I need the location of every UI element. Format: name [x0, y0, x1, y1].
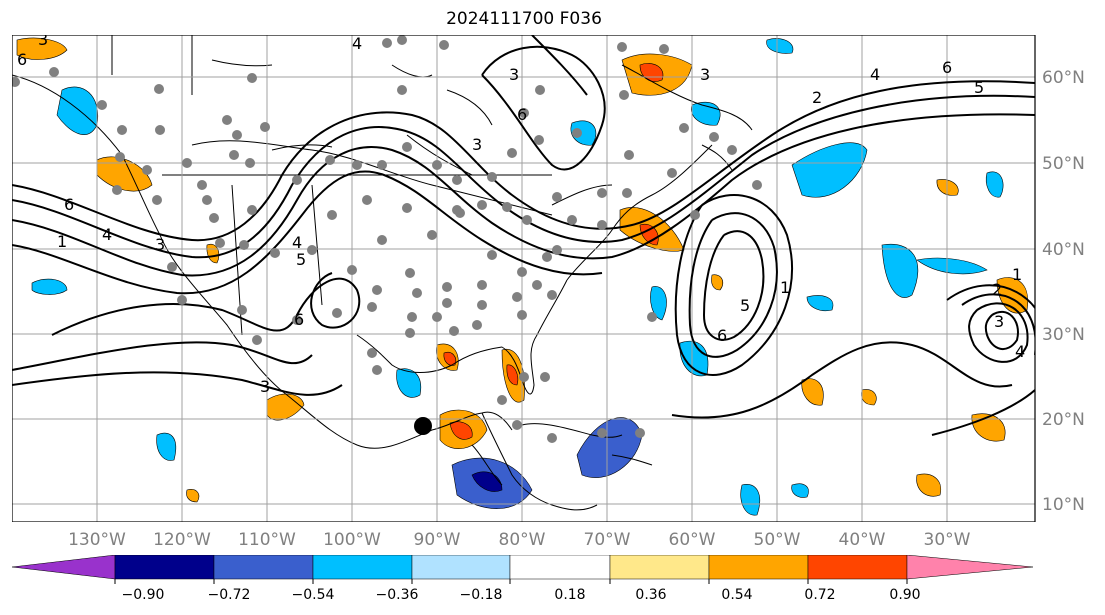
colorbar-tick-label: 0.54 [721, 587, 752, 603]
colorbar-tick-label: 0.18 [554, 587, 585, 603]
contour-label: 6 [942, 58, 952, 77]
coastlines [12, 35, 753, 511]
lon-label: 70°W [584, 530, 631, 550]
contour-label: 1 [1012, 265, 1022, 284]
contour-label: 1 [780, 278, 790, 297]
colorbar-tick-label: 0.72 [804, 587, 835, 603]
contour-label: 3 [994, 312, 1004, 331]
contour-label: 3 [155, 235, 165, 254]
contour-label: 3 [700, 65, 710, 84]
lon-label: 120°W [153, 530, 211, 550]
contour-label: 4 [352, 35, 362, 53]
colorbar-tick-label: −0.54 [292, 587, 335, 603]
colorbar-ticks [114, 579, 908, 584]
contour-label: 2 [992, 280, 1002, 299]
contour-label: 5 [296, 250, 306, 269]
contour-label: 5 [740, 296, 750, 315]
lon-label: 60°W [669, 530, 716, 550]
negative-anomaly-fills [31, 38, 1004, 516]
observation-dots [12, 35, 762, 443]
contour-label: 6 [294, 310, 304, 329]
lon-label: 100°W [323, 530, 381, 550]
contour-label: 1 [57, 232, 67, 251]
contour-label: 3 [472, 135, 482, 154]
colorbar-segment [411, 555, 511, 580]
colorbar-segment [213, 555, 314, 580]
colorbar-segment [609, 555, 710, 580]
colorbar: −0.90 −0.72 −0.54 −0.36 −0.18 0.18 0.36 … [11, 555, 1034, 603]
latitude-labels: 60°N 50°N 40°N 30°N 20°N 10°N [1042, 68, 1085, 515]
contour-label: 6 [717, 326, 727, 345]
lon-label: 40°W [839, 530, 886, 550]
lat-label: 50°N [1042, 154, 1085, 174]
lat-lon-grid [12, 35, 1035, 522]
colorbar-tick-label: −0.18 [460, 587, 503, 603]
colorbar-segment [509, 555, 611, 580]
colorbar-tick-labels: −0.90 −0.72 −0.54 −0.36 −0.18 0.18 0.36 … [122, 587, 921, 603]
contour-label: 3 [509, 65, 519, 84]
colorbar-segment [906, 555, 1034, 580]
lon-label: 30°W [924, 530, 971, 550]
positive-anomaly-fills [16, 37, 1029, 503]
lat-label: 40°N [1042, 240, 1085, 260]
contour-label: 5 [974, 78, 984, 97]
lat-label: 20°N [1042, 410, 1085, 430]
weather-map: 6 4 3 1 6 4 2 5 3 6 4 1 3 3 6 1 2 3 4 5 … [12, 35, 1085, 522]
storm-center-marker [414, 417, 432, 435]
contour-label: 6 [64, 195, 74, 214]
colorbar-tick-label: −0.90 [122, 587, 165, 603]
colorbar-tick-label: 0.36 [635, 587, 666, 603]
contour-label: 3 [38, 35, 48, 49]
lon-label: 80°W [499, 530, 546, 550]
longitude-axis: 130°W 120°W 110°W 100°W 90°W 80°W 70°W 6… [68, 530, 971, 550]
lat-label: 60°N [1042, 68, 1085, 88]
lon-label: 130°W [68, 530, 126, 550]
contour-label: 6 [17, 50, 27, 69]
colorbar-tick-label: 0.90 [889, 587, 920, 603]
map-frame [12, 35, 1036, 522]
contour-label: 2 [812, 88, 822, 107]
colorbar-segments [11, 555, 1034, 580]
colorbar-segment [708, 555, 809, 580]
colorbar-segment [114, 555, 215, 580]
contour-label: 4 [292, 233, 302, 252]
colorbar-tick-label: −0.72 [208, 587, 251, 603]
colorbar-segment [11, 555, 116, 580]
lat-label: 30°N [1042, 325, 1085, 345]
colorbar-tick-label: −0.36 [376, 587, 419, 603]
map-title: 2024111700 F036 [446, 9, 602, 29]
contour-label: 6 [517, 105, 527, 124]
contour-lines [12, 35, 1035, 436]
contour-label: 3 [260, 377, 270, 396]
contour-label: 4 [1015, 342, 1025, 361]
contour-label: 4 [102, 225, 112, 244]
colorbar-segment [807, 555, 908, 580]
lon-label: 50°W [754, 530, 801, 550]
lon-label: 90°W [414, 530, 461, 550]
lat-label: 10°N [1042, 495, 1085, 515]
contour-value-labels: 6 4 3 1 6 4 2 5 3 6 4 1 3 3 6 1 2 3 4 5 … [17, 35, 1025, 396]
contour-label: 4 [870, 65, 880, 84]
lon-label: 110°W [238, 530, 296, 550]
colorbar-segment [312, 555, 413, 580]
